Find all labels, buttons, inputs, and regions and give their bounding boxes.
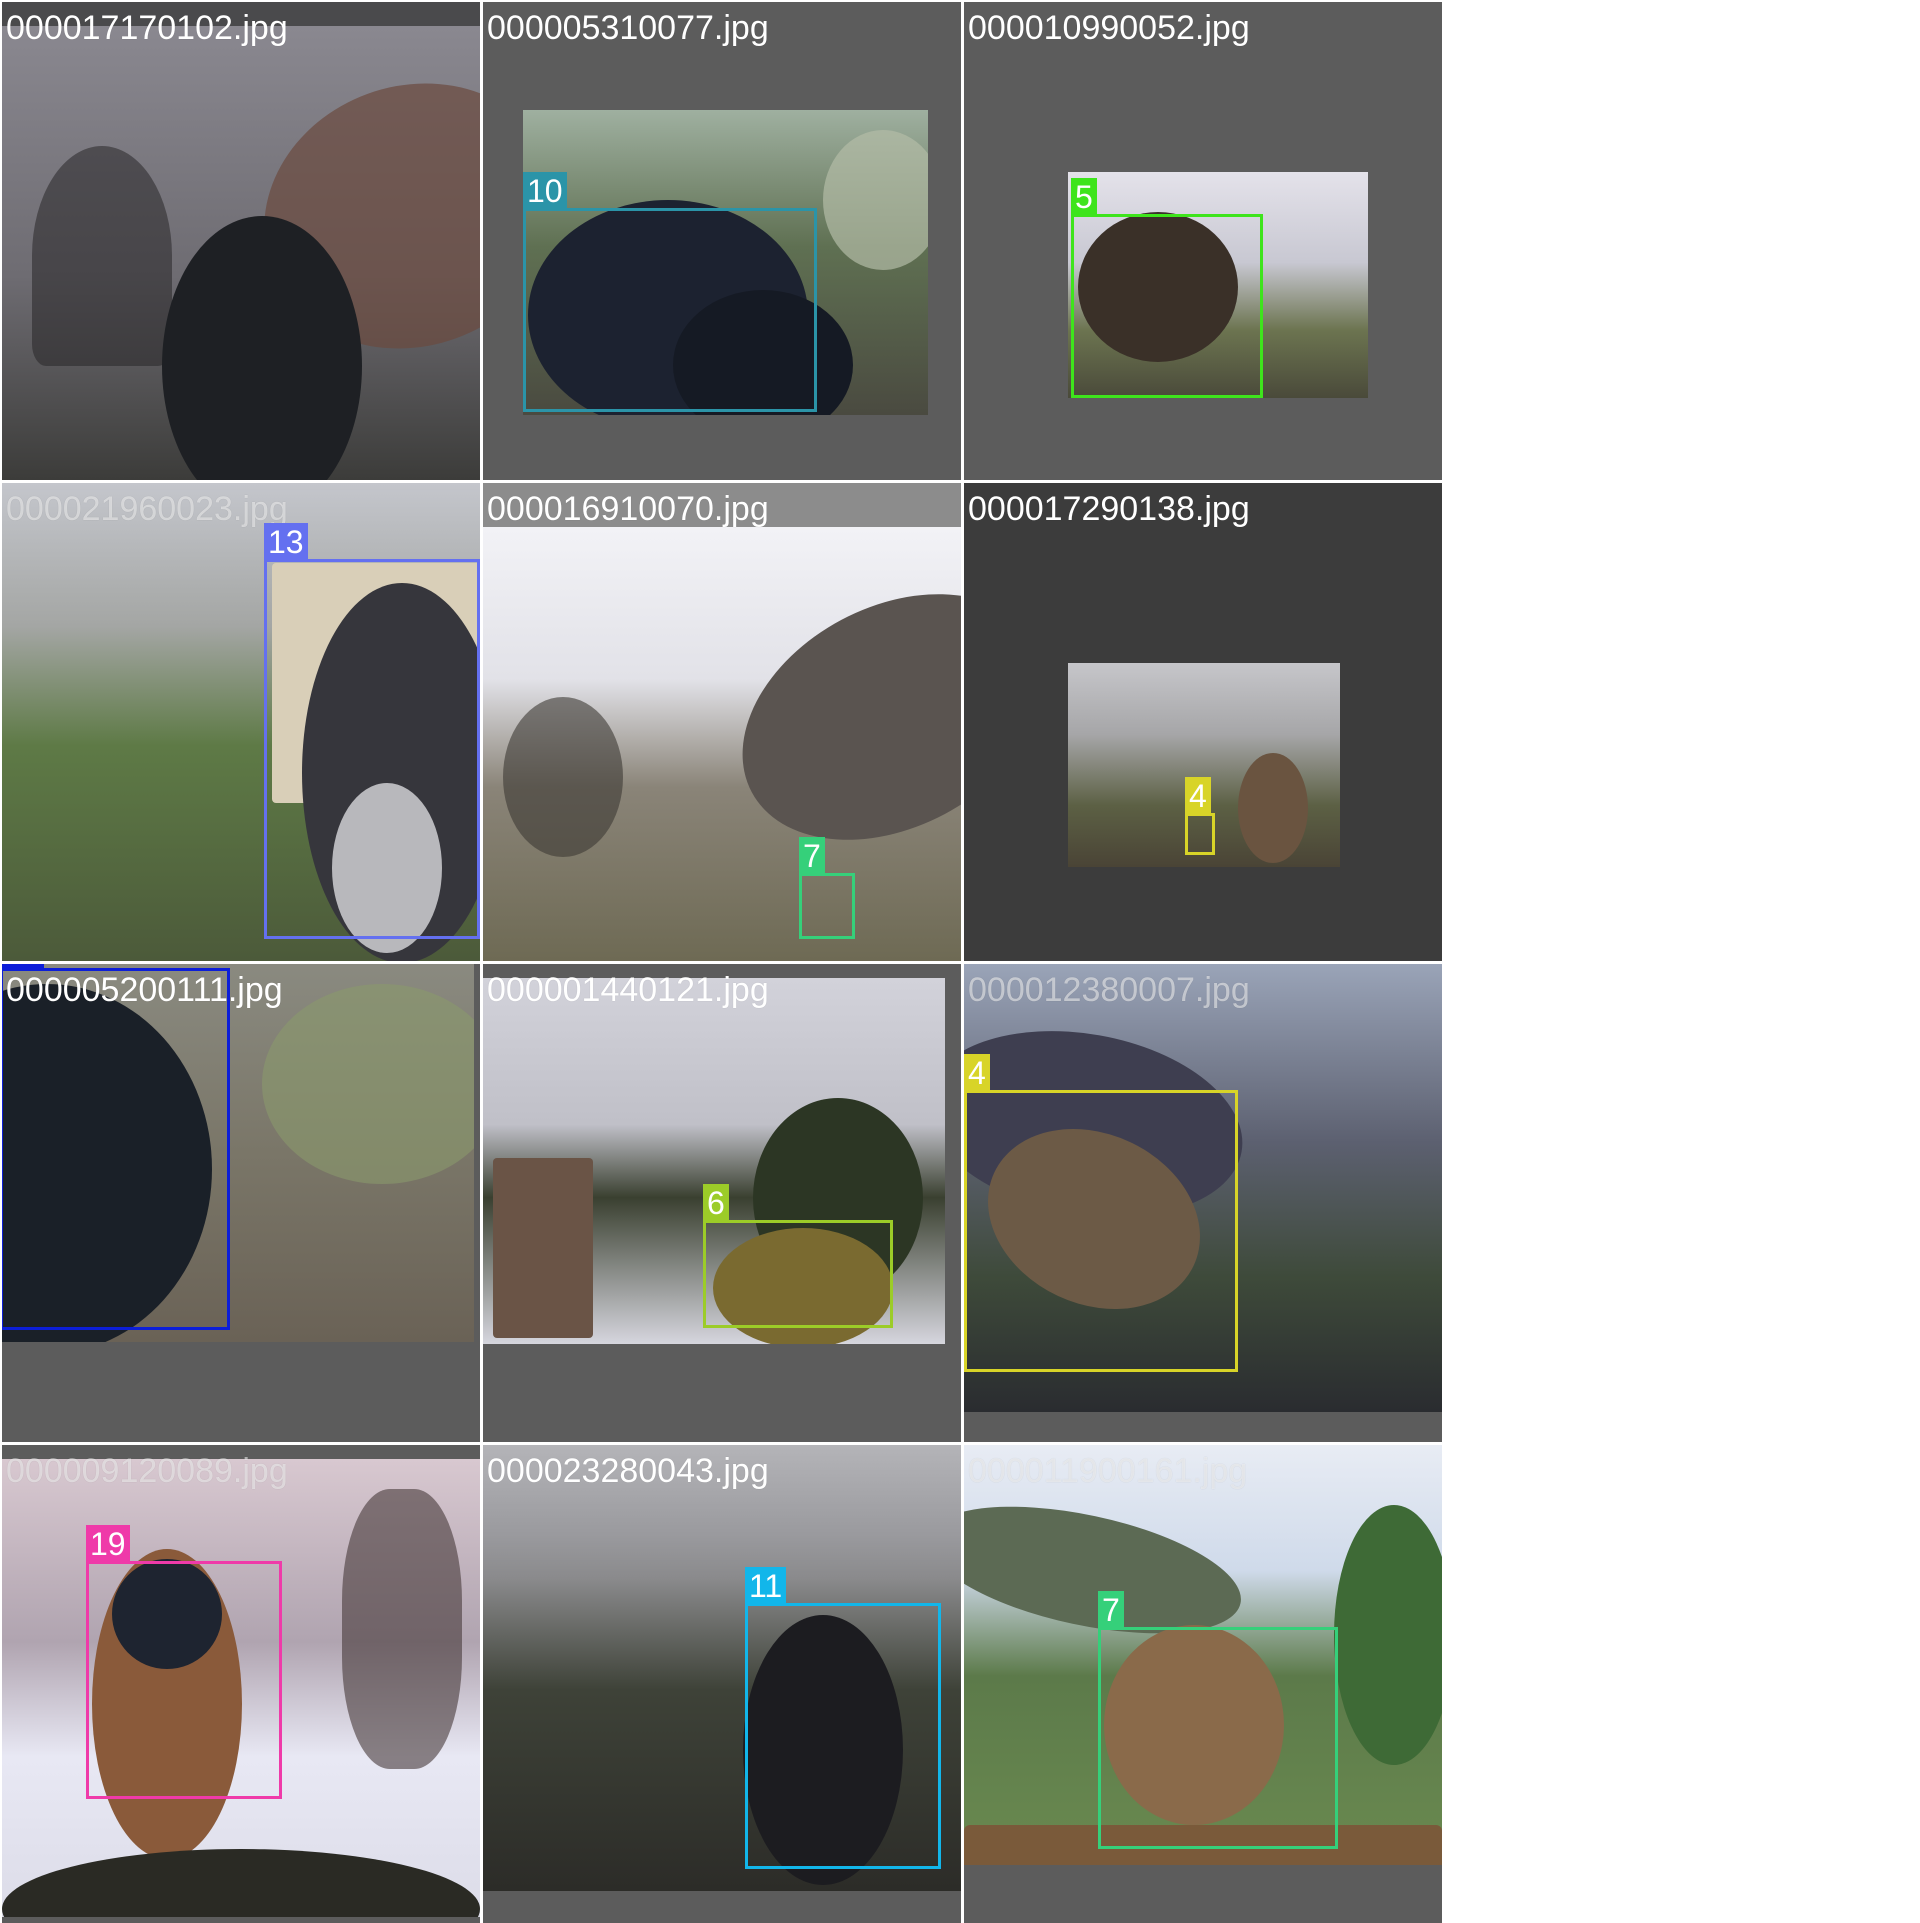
image-tile-10[interactable]: 19 000009120089.jpg — [2, 1445, 480, 1923]
image-tile-8[interactable]: 6 000001440121.jpg — [483, 964, 961, 1442]
class-label: 4 — [1185, 777, 1211, 815]
image-filename: 000005310077.jpg — [487, 9, 769, 47]
class-label: 19 — [86, 1525, 130, 1563]
photo — [964, 964, 1442, 1412]
class-label: 6 — [703, 1184, 729, 1222]
bounding-box — [703, 1220, 893, 1328]
image-tile-7[interactable]: 14 000005200111.jpg — [2, 964, 480, 1442]
image-tile-3[interactable]: 5 000010990052.jpg — [964, 2, 1442, 480]
photo — [483, 527, 961, 961]
bounding-box — [1098, 1627, 1338, 1849]
image-filename: 000017170102.jpg — [6, 9, 288, 47]
image-filename: 000010990052.jpg — [968, 9, 1250, 47]
image-filename: 000011900161.jpg — [968, 1452, 1248, 1490]
photo — [2, 964, 474, 1342]
image-tile-2[interactable]: 10 000005310077.jpg — [483, 2, 961, 480]
detection-grid: 000017170102.jpg 10 000005310077.jpg 5 0… — [2, 2, 1442, 1923]
photo — [483, 978, 945, 1344]
bounding-box — [264, 559, 480, 939]
class-label: 7 — [799, 837, 825, 875]
image-filename: 000005200111.jpg — [6, 971, 283, 1009]
photo — [2, 26, 480, 480]
image-filename: 000016910070.jpg — [487, 490, 769, 528]
bounding-box — [2, 968, 230, 1330]
image-filename: 000009120089.jpg — [6, 1452, 288, 1490]
photo — [523, 110, 928, 415]
photo — [1068, 172, 1368, 398]
image-tile-5[interactable]: 7 000016910070.jpg — [483, 483, 961, 961]
bounding-box — [1071, 214, 1263, 398]
photo — [1068, 663, 1340, 867]
image-filename: 000023280043.jpg — [487, 1452, 769, 1490]
image-tile-4[interactable]: 13 000021960023.jpg — [2, 483, 480, 961]
photo — [2, 483, 480, 961]
class-label: 4 — [964, 1054, 990, 1092]
photo — [483, 1445, 961, 1891]
bounding-box — [1185, 813, 1215, 855]
class-label: 14 — [2, 964, 44, 970]
image-tile-1[interactable]: 000017170102.jpg — [2, 2, 480, 480]
image-filename: 000012380007.jpg — [968, 971, 1250, 1009]
photo — [2, 1459, 480, 1917]
image-filename: 000017290138.jpg — [968, 490, 1250, 528]
image-tile-12[interactable]: 7 000011900161.jpg — [964, 1445, 1442, 1923]
class-label: 10 — [523, 172, 567, 210]
bounding-box — [964, 1090, 1238, 1372]
bounding-box — [745, 1603, 941, 1869]
class-label: 7 — [1098, 1591, 1124, 1629]
bounding-box — [86, 1561, 282, 1799]
image-tile-9[interactable]: 4 000012380007.jpg — [964, 964, 1442, 1442]
photo — [964, 1445, 1442, 1865]
image-filename: 000021960023.jpg — [6, 490, 288, 528]
bounding-box — [799, 873, 855, 939]
image-tile-11[interactable]: 11 000023280043.jpg — [483, 1445, 961, 1923]
class-label: 13 — [264, 523, 308, 561]
class-label: 11 — [745, 1567, 787, 1605]
image-tile-6[interactable]: 4 000017290138.jpg — [964, 483, 1442, 961]
image-filename: 000001440121.jpg — [487, 971, 769, 1009]
bounding-box — [523, 208, 817, 412]
class-label: 5 — [1071, 178, 1097, 216]
